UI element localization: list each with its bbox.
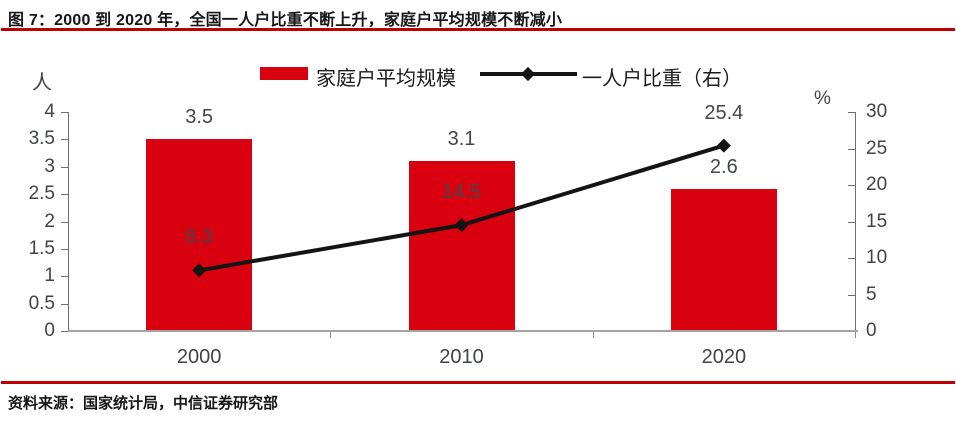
left-axis-tick-label: 2.5 <box>28 183 55 205</box>
right-axis-tick-label: 15 <box>866 210 888 232</box>
left-axis-tick-label: 3 <box>44 155 55 177</box>
left-axis-tick-label: 1.5 <box>28 237 55 259</box>
left-axis-unit: 人 <box>32 72 52 94</box>
legend-line-label: 一人户比重（右） <box>582 68 742 90</box>
legend-line-swatch <box>480 66 577 82</box>
figure-title: 图 7：2000 到 2020 年，全国一人户比重不断上升，家庭户平均规模不断减… <box>8 12 563 29</box>
right-axis-tick <box>848 221 855 223</box>
right-axis-line <box>855 112 856 331</box>
footer-divider <box>1 381 955 384</box>
right-axis-tick-label: 25 <box>866 137 888 159</box>
left-axis-tick <box>61 303 68 305</box>
left-axis-tick <box>61 331 68 332</box>
left-axis-tick <box>61 194 68 196</box>
left-axis-tick-label: 0.5 <box>28 292 55 314</box>
bar-value-2020: 2.6 <box>709 155 738 178</box>
left-axis-tick <box>61 221 68 223</box>
title-divider <box>1 28 955 31</box>
bar-2020 <box>670 188 777 331</box>
diamond-marker-2020 <box>716 138 731 153</box>
legend-bar-swatch <box>260 67 308 80</box>
left-axis-tick-label: 3.5 <box>28 128 55 150</box>
source-note: 资料来源：国家统计局，中信证券研究部 <box>8 395 279 412</box>
left-axis-tick <box>61 139 68 141</box>
x-axis-label-2000: 2000 <box>176 346 222 368</box>
line-value-2000: 8.3 <box>185 226 214 249</box>
right-axis-tick <box>848 294 855 296</box>
diamond-marker-icon <box>520 66 536 82</box>
line-value-2010: 14.5 <box>442 181 481 204</box>
left-axis-tick-label: 4 <box>44 101 55 122</box>
x-axis-tick <box>592 331 594 338</box>
x-axis-label-2010: 2010 <box>439 346 484 368</box>
bar-value-2000: 3.5 <box>185 106 214 129</box>
left-axis-tick <box>61 276 68 278</box>
left-axis-tick-label: 2 <box>44 210 55 232</box>
right-axis-unit: % <box>814 88 831 109</box>
left-axis-line <box>68 112 69 331</box>
right-axis-tick-label: 20 <box>866 174 888 195</box>
x-axis-line <box>68 330 858 332</box>
x-axis-tick <box>855 331 856 338</box>
right-axis-tick <box>848 112 855 113</box>
right-axis-tick <box>848 148 855 150</box>
x-axis-tick <box>330 331 332 338</box>
left-axis-tick <box>61 166 68 168</box>
left-axis-tick <box>61 248 68 250</box>
left-axis-tick-label: 1 <box>44 265 55 287</box>
right-axis-tick <box>848 258 855 259</box>
right-axis-tick-label: 30 <box>866 101 888 122</box>
legend-bar-label: 家庭户平均规模 <box>316 68 456 90</box>
left-axis-tick-label: 0 <box>44 320 55 341</box>
right-axis-tick-label: 10 <box>866 247 888 268</box>
bar-value-2010: 3.1 <box>447 128 476 151</box>
right-axis-tick-label: 0 <box>866 320 877 341</box>
left-axis-tick <box>61 112 68 113</box>
right-axis-tick-label: 5 <box>866 283 877 305</box>
line-value-2020: 25.4 <box>704 101 744 124</box>
right-axis-tick <box>848 185 855 186</box>
x-axis-label-2020: 2020 <box>701 346 747 368</box>
